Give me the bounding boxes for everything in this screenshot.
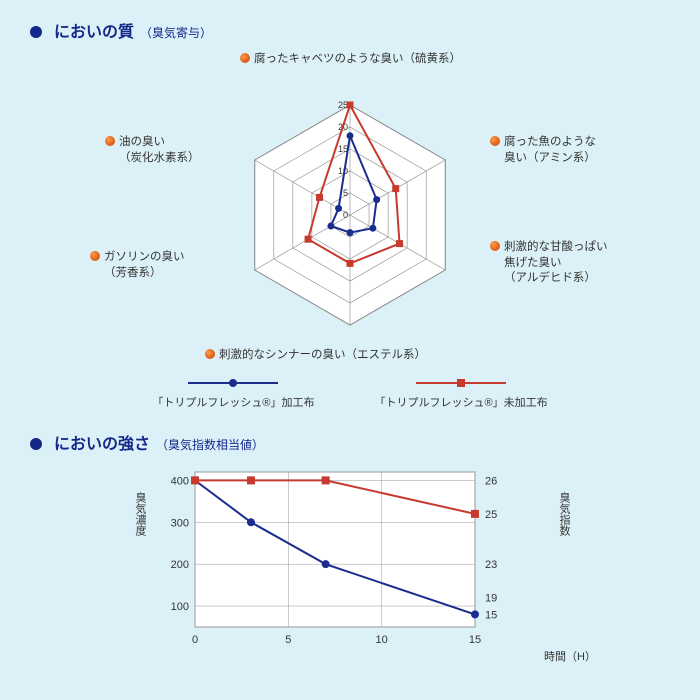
bullet-orange-icon — [90, 251, 100, 261]
radar-chart: 0510152025 腐ったキャベツのような臭い（硫黄系）腐った魚のような臭い（… — [30, 50, 670, 370]
svg-text:100: 100 — [171, 601, 189, 613]
radar-axis-label: 油の臭い（炭化水素系） — [105, 135, 200, 166]
line-chart: 臭気濃度 臭気指数 1002003004000510152625231915 時… — [140, 462, 560, 662]
section1-sub: （臭気寄与） — [140, 24, 212, 41]
svg-text:15: 15 — [469, 634, 481, 646]
svg-text:23: 23 — [485, 559, 497, 571]
svg-text:0: 0 — [343, 210, 348, 220]
section2-sub: （臭気指数相当値） — [156, 436, 264, 453]
svg-text:25: 25 — [338, 100, 348, 110]
radar-svg: 0510152025 — [200, 60, 500, 360]
section1-title: においの質 （臭気寄与） — [30, 18, 670, 42]
bullet-orange-icon — [490, 136, 500, 146]
legend-treated: 「トリプルフレッシュ®」加工布 — [152, 376, 314, 410]
radar-axis-label: 腐ったキャベツのような臭い（硫黄系） — [240, 52, 461, 68]
legend-treated-label: 「トリプルフレッシュ®」加工布 — [152, 394, 314, 410]
radar-axis-label: 刺激的なシンナーの臭い（エステル系） — [205, 348, 426, 364]
bullet-orange-icon — [240, 53, 250, 63]
section1-main: においの質 — [54, 18, 134, 42]
svg-text:25: 25 — [485, 509, 497, 521]
bullet-orange-icon — [205, 349, 215, 359]
radar-axis-label: 腐った魚のような臭い（アミン系） — [490, 135, 596, 166]
x-label: 時間（H） — [544, 648, 596, 664]
svg-text:200: 200 — [171, 559, 189, 571]
bullet-icon — [30, 438, 42, 450]
svg-text:300: 300 — [171, 517, 189, 529]
svg-text:400: 400 — [171, 475, 189, 487]
y-right-label: 臭気指数 — [556, 492, 572, 536]
y-left-label: 臭気濃度 — [132, 492, 148, 536]
legend: 「トリプルフレッシュ®」加工布 「トリプルフレッシュ®」未加工布 — [30, 376, 670, 410]
radar-axis-label: ガソリンの臭い（芳香系） — [90, 250, 185, 281]
svg-text:5: 5 — [285, 634, 291, 646]
section2-main: においの強さ — [54, 430, 150, 454]
svg-text:19: 19 — [485, 593, 497, 605]
svg-text:0: 0 — [192, 634, 198, 646]
svg-text:15: 15 — [485, 609, 497, 621]
bullet-orange-icon — [105, 136, 115, 146]
bullet-orange-icon — [490, 241, 500, 251]
legend-untreated: 「トリプルフレッシュ®」未加工布 — [375, 376, 548, 410]
legend-untreated-label: 「トリプルフレッシュ®」未加工布 — [375, 394, 548, 410]
svg-text:26: 26 — [485, 475, 497, 487]
svg-text:5: 5 — [343, 188, 348, 198]
bullet-icon — [30, 26, 42, 38]
svg-text:10: 10 — [376, 634, 388, 646]
radar-axis-label: 刺激的な甘酸っぱい焦げた臭い（アルデヒド系） — [490, 240, 608, 287]
line-svg: 100 200 300 400 0 5 10 15 26 25 23 19 15 — [140, 462, 560, 662]
section2-title: においの強さ （臭気指数相当値） — [30, 430, 670, 454]
